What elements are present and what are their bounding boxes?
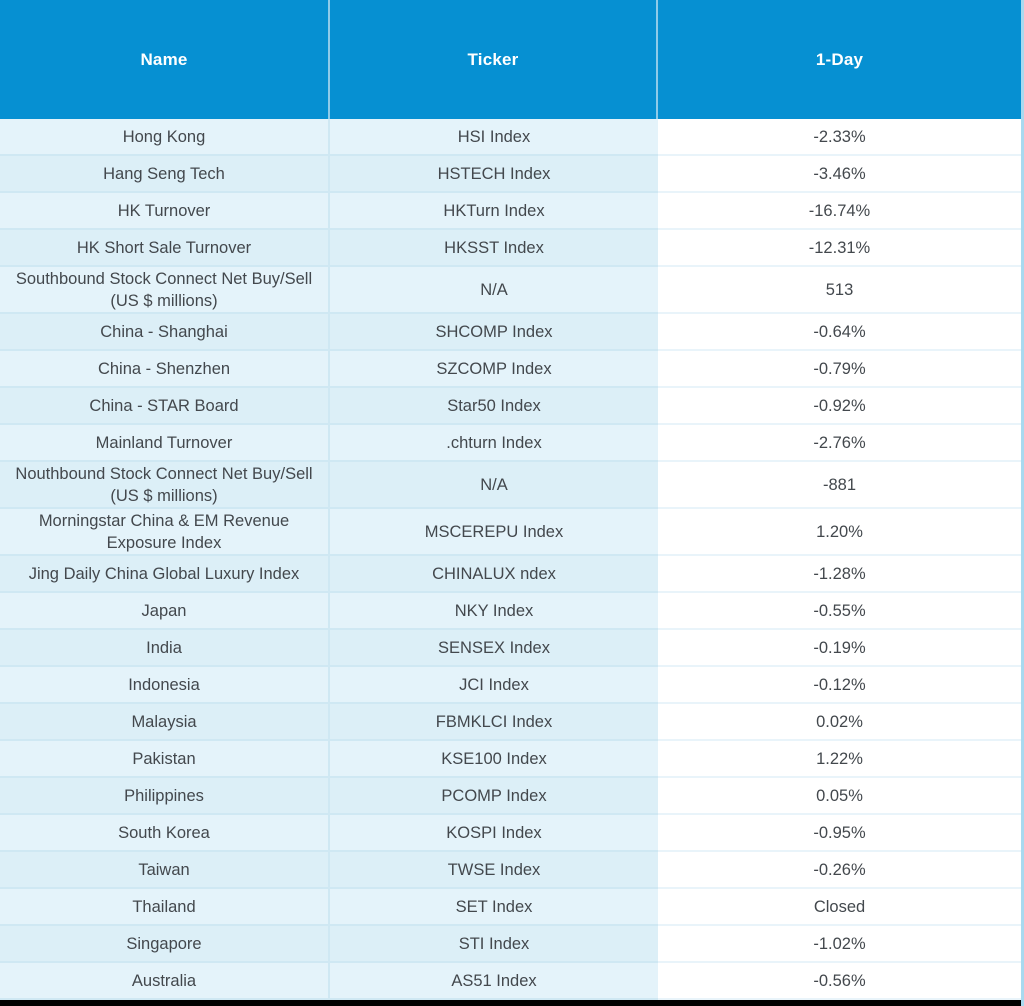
name-cell: Jing Daily China Global Luxury Index (0, 556, 330, 593)
column-header-1-day: 1-Day (815, 49, 864, 69)
ticker-cell: JCI Index (330, 667, 658, 704)
name-cell: China - Shanghai (0, 314, 330, 351)
table-row: Hang Seng Tech HSTECH Index -3.46% (0, 156, 1021, 193)
value-cell: Closed (658, 889, 1021, 926)
table-row: HK Short Sale Turnover HKSST Index -12.3… (0, 230, 1021, 267)
ticker-cell: Star50 Index (330, 388, 658, 425)
table-row: Malaysia FBMKLCI Index 0.02% (0, 704, 1021, 741)
ticker-cell: HSI Index (330, 119, 658, 156)
ticker-cell: AS51 Index (330, 963, 658, 1000)
ticker-cell: SHCOMP Index (330, 314, 658, 351)
value-cell: -881 (658, 462, 1021, 509)
ticker-cell: FBMKLCI Index (330, 704, 658, 741)
name-cell: India (0, 630, 330, 667)
value-cell: -0.92% (658, 388, 1021, 425)
table-row: South Korea KOSPI Index -0.95% (0, 815, 1021, 852)
table-row: Mainland Turnover .chturn Index -2.76% (0, 425, 1021, 462)
name-cell: Indonesia (0, 667, 330, 704)
value-cell: 0.02% (658, 704, 1021, 741)
table-row: Pakistan KSE100 Index 1.22% (0, 741, 1021, 778)
name-cell: South Korea (0, 815, 330, 852)
name-cell: Singapore (0, 926, 330, 963)
value-cell: -0.56% (658, 963, 1021, 1000)
ticker-cell: PCOMP Index (330, 778, 658, 815)
name-cell: Thailand (0, 889, 330, 926)
ticker-cell: STI Index (330, 926, 658, 963)
name-cell: Mainland Turnover (0, 425, 330, 462)
table-row: Jing Daily China Global Luxury Index CHI… (0, 556, 1021, 593)
ticker-cell: SZCOMP Index (330, 351, 658, 388)
table-row: Morningstar China & EM Revenue Exposure … (0, 509, 1021, 556)
value-cell: 1.22% (658, 741, 1021, 778)
value-cell: -3.46% (658, 156, 1021, 193)
value-cell: -2.76% (658, 425, 1021, 462)
value-cell: -16.74% (658, 193, 1021, 230)
value-cell: -0.26% (658, 852, 1021, 889)
table-row: Southbound Stock Connect Net Buy/Sell (U… (0, 267, 1021, 314)
table-row: Australia AS51 Index -0.56% (0, 963, 1021, 1000)
table-row: China - STAR Board Star50 Index -0.92% (0, 388, 1021, 425)
name-cell: Morningstar China & EM Revenue Exposure … (0, 509, 330, 556)
ticker-cell: N/A (330, 267, 658, 314)
name-cell: Southbound Stock Connect Net Buy/Sell (U… (0, 267, 330, 314)
name-cell: China - Shenzhen (0, 351, 330, 388)
value-cell: -0.55% (658, 593, 1021, 630)
table-row: HK Turnover HKTurn Index -16.74% (0, 193, 1021, 230)
table-row: Hong Kong HSI Index -2.33% (0, 119, 1021, 156)
name-cell: Nouthbound Stock Connect Net Buy/Sell (U… (0, 462, 330, 509)
column-header-name: Name (0, 0, 330, 119)
value-cell: -0.12% (658, 667, 1021, 704)
name-cell: HK Turnover (0, 193, 330, 230)
value-cell: -0.19% (658, 630, 1021, 667)
ticker-cell: MSCEREPU Index (330, 509, 658, 556)
name-cell: China - STAR Board (0, 388, 330, 425)
ticker-cell: SENSEX Index (330, 630, 658, 667)
ticker-cell: NKY Index (330, 593, 658, 630)
value-cell: 0.05% (658, 778, 1021, 815)
table-row: Japan NKY Index -0.55% (0, 593, 1021, 630)
table-row: Indonesia JCI Index -0.12% (0, 667, 1021, 704)
table-row: Singapore STI Index -1.02% (0, 926, 1021, 963)
table-row: Thailand SET Index Closed (0, 889, 1021, 926)
value-cell: -0.64% (658, 314, 1021, 351)
name-cell: HK Short Sale Turnover (0, 230, 330, 267)
table-row: Philippines PCOMP Index 0.05% (0, 778, 1021, 815)
table-header: Name Ticker 1-Day (0, 0, 1021, 119)
ticker-cell: .chturn Index (330, 425, 658, 462)
ticker-cell: N/A (330, 462, 658, 509)
table-body: Hong Kong HSI Index -2.33% Hang Seng Tec… (0, 119, 1021, 1000)
value-cell: 513 (658, 267, 1021, 314)
table-row: India SENSEX Index -0.19% (0, 630, 1021, 667)
ticker-cell: CHINALUX ndex (330, 556, 658, 593)
value-cell: -1.28% (658, 556, 1021, 593)
ticker-cell: TWSE Index (330, 852, 658, 889)
name-cell: Australia (0, 963, 330, 1000)
value-cell: -12.31% (658, 230, 1021, 267)
name-cell: Pakistan (0, 741, 330, 778)
column-header-ticker: Ticker (330, 0, 658, 119)
name-cell: Hang Seng Tech (0, 156, 330, 193)
bottom-border-bar (0, 1000, 1021, 1006)
ticker-cell: HKTurn Index (330, 193, 658, 230)
ticker-cell: SET Index (330, 889, 658, 926)
value-cell: -0.79% (658, 351, 1021, 388)
name-cell: Philippines (0, 778, 330, 815)
table-row: Taiwan TWSE Index -0.26% (0, 852, 1021, 889)
name-cell: Japan (0, 593, 330, 630)
value-cell: -0.95% (658, 815, 1021, 852)
ticker-cell: HSTECH Index (330, 156, 658, 193)
ticker-cell: HKSST Index (330, 230, 658, 267)
name-cell: Taiwan (0, 852, 330, 889)
value-cell: -1.02% (658, 926, 1021, 963)
table-row: China - Shenzhen SZCOMP Index -0.79% (0, 351, 1021, 388)
table-row: Nouthbound Stock Connect Net Buy/Sell (U… (0, 462, 1021, 509)
name-cell: Hong Kong (0, 119, 330, 156)
value-cell: 1.20% (658, 509, 1021, 556)
value-cell: -2.33% (658, 119, 1021, 156)
table-row: China - Shanghai SHCOMP Index -0.64% (0, 314, 1021, 351)
name-cell: Malaysia (0, 704, 330, 741)
ticker-cell: KSE100 Index (330, 741, 658, 778)
ticker-cell: KOSPI Index (330, 815, 658, 852)
